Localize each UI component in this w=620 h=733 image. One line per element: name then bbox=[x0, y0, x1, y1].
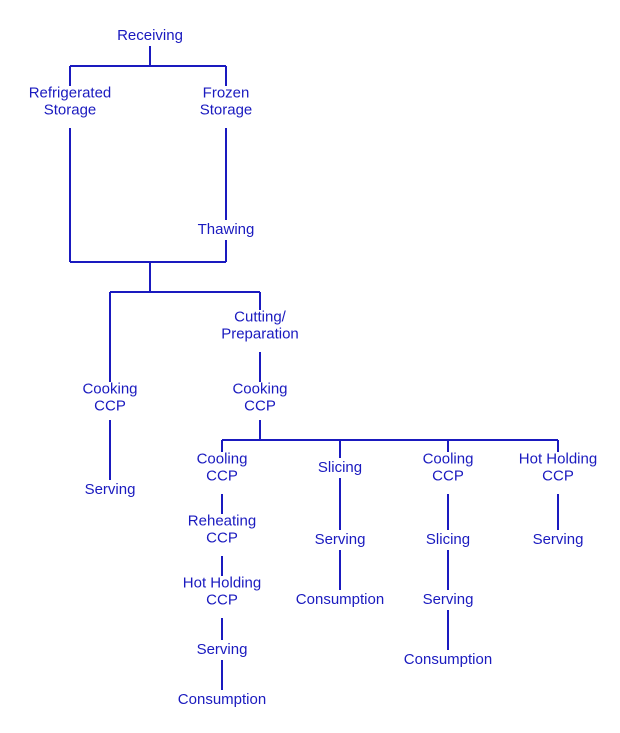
node-receiving: Receiving bbox=[117, 27, 183, 44]
node-label: CCP bbox=[432, 467, 464, 484]
node-label: Frozen bbox=[203, 84, 250, 101]
node-serving5: Serving bbox=[533, 531, 584, 548]
node-label: Storage bbox=[44, 101, 97, 118]
node-label: Slicing bbox=[426, 531, 470, 548]
node-label: CCP bbox=[206, 467, 238, 484]
node-thawing: Thawing bbox=[198, 221, 255, 238]
node-label: Cooking bbox=[82, 380, 137, 397]
node-cooling1: CoolingCCP bbox=[197, 450, 248, 484]
node-label: Hot Holding bbox=[183, 574, 261, 591]
node-frozen: FrozenStorage bbox=[200, 84, 253, 118]
node-cooking2: CookingCCP bbox=[232, 380, 287, 414]
node-serving1: Serving bbox=[85, 481, 136, 498]
node-refrig: RefrigeratedStorage bbox=[29, 84, 112, 118]
node-consumption3: Consumption bbox=[404, 651, 492, 668]
node-slicing2: Slicing bbox=[426, 531, 470, 548]
node-slicing1: Slicing bbox=[318, 459, 362, 476]
node-label: CCP bbox=[94, 397, 126, 414]
node-label: CCP bbox=[542, 467, 574, 484]
node-label: Receiving bbox=[117, 27, 183, 44]
node-label: Thawing bbox=[198, 221, 255, 238]
node-label: Cutting/ bbox=[234, 308, 287, 325]
node-cooling2: CoolingCCP bbox=[423, 450, 474, 484]
node-consumption2: Consumption bbox=[296, 591, 384, 608]
node-hothold1: Hot HoldingCCP bbox=[183, 574, 261, 608]
node-label: Consumption bbox=[296, 591, 384, 608]
node-label: Serving bbox=[533, 531, 584, 548]
node-label: CCP bbox=[206, 529, 238, 546]
node-label: Refrigerated bbox=[29, 84, 112, 101]
node-label: Consumption bbox=[178, 691, 266, 708]
node-label: Serving bbox=[197, 641, 248, 658]
node-label: Storage bbox=[200, 101, 253, 118]
node-label: Serving bbox=[85, 481, 136, 498]
node-label: Cooling bbox=[197, 450, 248, 467]
node-label: CCP bbox=[244, 397, 276, 414]
node-label: CCP bbox=[206, 591, 238, 608]
node-label: Cooling bbox=[423, 450, 474, 467]
node-serving4: Serving bbox=[423, 591, 474, 608]
node-label: Reheating bbox=[188, 512, 256, 529]
node-hothold2: Hot HoldingCCP bbox=[519, 450, 597, 484]
node-cooking1: CookingCCP bbox=[82, 380, 137, 414]
node-label: Preparation bbox=[221, 325, 299, 342]
node-label: Hot Holding bbox=[519, 450, 597, 467]
node-cutting: Cutting/Preparation bbox=[221, 308, 299, 342]
node-label: Consumption bbox=[404, 651, 492, 668]
flowchart-canvas: ReceivingRefrigeratedStorageFrozenStorag… bbox=[0, 0, 620, 733]
node-label: Serving bbox=[423, 591, 474, 608]
node-label: Slicing bbox=[318, 459, 362, 476]
node-label: Cooking bbox=[232, 380, 287, 397]
node-label: Serving bbox=[315, 531, 366, 548]
node-consumption1: Consumption bbox=[178, 691, 266, 708]
node-serving3: Serving bbox=[315, 531, 366, 548]
node-reheating: ReheatingCCP bbox=[188, 512, 256, 546]
node-serving2: Serving bbox=[197, 641, 248, 658]
